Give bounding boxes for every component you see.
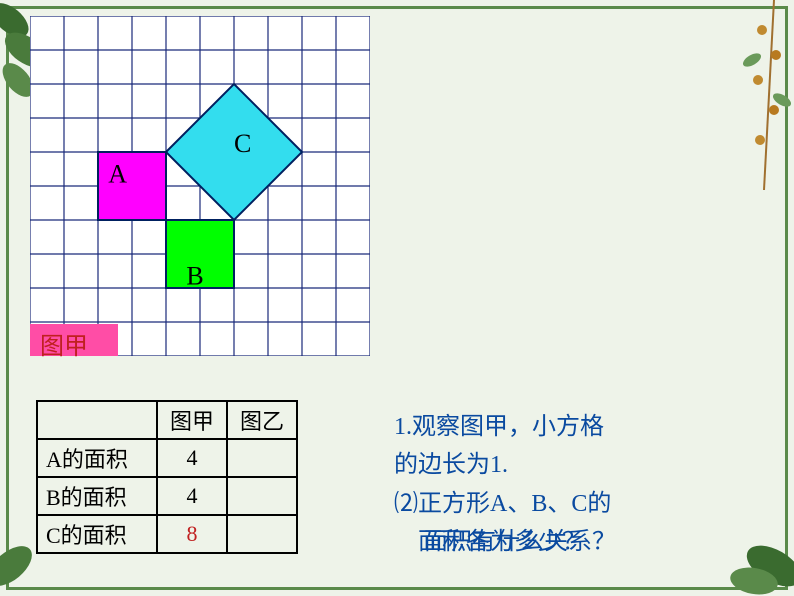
question-line3a: ⑵ [394,491,418,517]
question-line4-overlay: 面积有什么关系？ [394,523,616,561]
row-label: B的面积 [37,477,157,515]
area-table-container: 图甲 图乙 A的面积 4 B的面积 4 C的面积 8 [36,400,298,554]
table-row: B的面积 4 [37,477,297,515]
cell-v1: 8 [157,515,227,553]
row-label: A的面积 [37,439,157,477]
cell-v2 [227,439,297,477]
cell-v1: 4 [157,439,227,477]
svg-text:C: C [234,129,251,158]
question-line3: ⑵正方形A、B、C的 [394,485,774,523]
area-table: 图甲 图乙 A的面积 4 B的面积 4 C的面积 8 [36,400,298,554]
grid-svg: A B C [30,16,370,356]
table-row: A的面积 4 [37,439,297,477]
table-h2: 图乙 [227,401,297,439]
question-line2: 的边长为1. [394,446,774,484]
grid-figure: A B C [30,16,370,356]
svg-text:B: B [186,262,203,291]
svg-text:A: A [108,160,127,189]
table-h1: 图甲 [157,401,227,439]
question-block: 1.观察图甲，小方格 的边长为1. ⑵正方形A、B、C的 面积各为多少？ 面积有… [394,408,774,562]
question-line4-wrap: 面积各为多少？ 面积有什么关系？ [394,523,774,561]
row-label: C的面积 [37,515,157,553]
cell-v1: 4 [157,477,227,515]
table-header-row: 图甲 图乙 [37,401,297,439]
question-line1: 1.观察图甲，小方格 [394,408,774,446]
cell-v2 [227,477,297,515]
figure-label: 图甲 [40,326,88,361]
table-h-blank [37,401,157,439]
branch-decoration-top-right [704,0,794,200]
question-line3b: 正方形A、B、C的 [418,491,611,517]
cell-v2 [227,515,297,553]
table-row: C的面积 8 [37,515,297,553]
